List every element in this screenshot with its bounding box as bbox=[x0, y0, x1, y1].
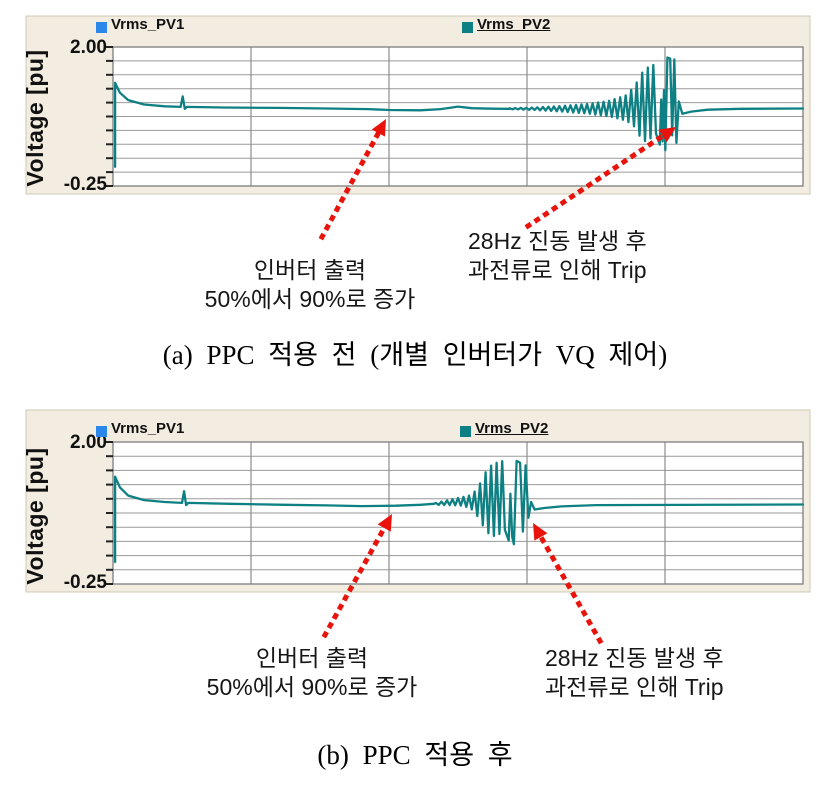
legend-label-pv2: Vrms_PV2 bbox=[477, 16, 551, 33]
y-tick-min-b: -0.25 bbox=[63, 572, 107, 593]
annotation-inverter-output-b: 인버터 출력 50%에서 90%로 증가 bbox=[152, 644, 472, 702]
y-tick-max-b: 2.00 bbox=[70, 432, 107, 453]
annotation-line: 50%에서 90%로 증가 bbox=[206, 674, 418, 700]
annotation-line: 과전류로 인해 Trip bbox=[545, 674, 724, 700]
legend-label-pv1: Vrms_PV1 bbox=[111, 16, 185, 33]
legend-swatch-pv1-icon bbox=[96, 426, 107, 437]
legend-swatch-pv2-icon bbox=[462, 22, 473, 33]
annotation-line: 인버터 출력 bbox=[253, 257, 367, 283]
legend-label-pv1: Vrms_PV1 bbox=[111, 420, 185, 437]
chart-b-canvas bbox=[25, 409, 811, 645]
annotation-line: 28Hz 진동 발생 후 bbox=[545, 645, 724, 671]
y-tick-max-a: 2.00 bbox=[70, 37, 107, 58]
annotation-line: 50%에서 90%로 증가 bbox=[204, 286, 416, 312]
chart-a-canvas bbox=[25, 15, 811, 241]
legend-swatch-pv2-icon bbox=[460, 426, 471, 437]
annotation-trip-a: 28Hz 진동 발생 후 과전류로 인해 Trip bbox=[468, 227, 647, 285]
annotation-line: 과전류로 인해 Trip bbox=[468, 257, 647, 283]
annotation-line: 인버터 출력 bbox=[255, 645, 369, 671]
annotation-inverter-output-a: 인버터 출력 50%에서 90%로 증가 bbox=[150, 256, 470, 314]
legend-label-pv2: Vrms_PV2 bbox=[475, 420, 549, 437]
y-axis-label-a: Voltage [pu] bbox=[22, 49, 48, 187]
caption-b: (b) PPC 적용 후 bbox=[317, 740, 513, 770]
caption-a: (a) PPC 적용 전 (개별 인버터가 VQ 제어) bbox=[162, 340, 668, 370]
annotation-trip-b: 28Hz 진동 발생 후 과전류로 인해 Trip bbox=[545, 644, 724, 702]
y-tick-min-a: -0.25 bbox=[63, 174, 107, 195]
y-axis-label-b: Voltage [pu] bbox=[22, 447, 48, 585]
legend-swatch-pv1-icon bbox=[96, 22, 107, 33]
annotation-line: 28Hz 진동 발생 후 bbox=[468, 228, 647, 254]
